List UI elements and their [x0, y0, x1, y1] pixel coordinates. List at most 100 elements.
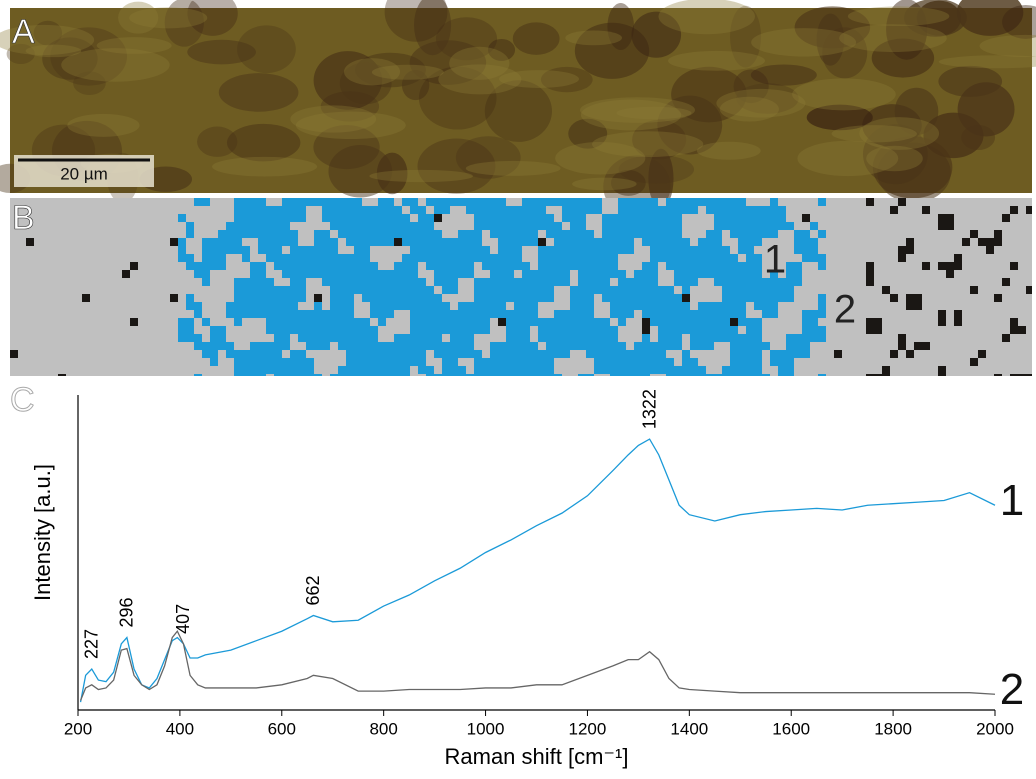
other-cell	[946, 262, 954, 270]
region-1-cell	[730, 278, 738, 286]
region-1-cell	[666, 214, 674, 222]
region-1-cell	[682, 302, 690, 310]
region-1-cell	[818, 302, 826, 310]
region-1-cell	[530, 350, 538, 358]
region-1-cell	[666, 222, 674, 230]
region-1-cell	[418, 342, 426, 350]
region-1-cell	[754, 278, 762, 286]
region-1-cell	[306, 198, 314, 206]
region-1-cell	[282, 326, 290, 334]
highlight	[61, 48, 170, 82]
region-1-cell	[298, 254, 306, 262]
region-1-cell	[738, 222, 746, 230]
region-1-cell	[274, 374, 282, 376]
region-1-cell	[586, 206, 594, 214]
region-1-cell	[202, 238, 210, 246]
panel-label: A	[12, 13, 35, 51]
region-1-cell	[362, 206, 370, 214]
region-1-cell	[522, 334, 530, 342]
region-1-cell	[650, 310, 658, 318]
region-1-cell	[354, 262, 362, 270]
region-1-cell	[402, 358, 410, 366]
region-1-cell	[578, 302, 586, 310]
region-1-cell	[482, 246, 490, 254]
region-1-cell	[706, 334, 714, 342]
region-1-cell	[818, 294, 826, 302]
region-1-cell	[778, 350, 786, 358]
region-1-cell	[634, 294, 642, 302]
region-1-cell	[746, 270, 754, 278]
region-1-cell	[410, 198, 418, 206]
region-1-cell	[258, 350, 266, 358]
region-1-cell	[410, 294, 418, 302]
other-cell	[970, 286, 978, 294]
x-tick-label: 400	[166, 719, 194, 738]
region-1-cell	[754, 318, 762, 326]
x-tick-label: 1400	[670, 719, 708, 738]
region-1-cell	[450, 270, 458, 278]
region-1-cell	[394, 294, 402, 302]
region-1-cell	[730, 222, 738, 230]
region-1-cell	[450, 238, 458, 246]
region-1-cell	[410, 334, 418, 342]
region-1-cell	[498, 222, 506, 230]
grain	[733, 69, 769, 104]
region-1-cell	[698, 326, 706, 334]
region-1-cell	[458, 342, 466, 350]
region-1-cell	[450, 278, 458, 286]
region-1-cell	[458, 262, 466, 270]
region-1-cell	[338, 302, 346, 310]
peak-label: 296	[117, 598, 137, 628]
region-1-cell	[786, 270, 794, 278]
region-1-cell	[466, 230, 474, 238]
region-1-cell	[242, 302, 250, 310]
other-cell	[986, 246, 994, 254]
region-1-cell	[634, 366, 642, 374]
region-1-cell	[186, 302, 194, 310]
region-1-cell	[410, 254, 418, 262]
region-1-cell	[674, 214, 682, 222]
region-1-cell	[562, 278, 570, 286]
region-1-cell	[786, 374, 794, 376]
region-1-cell	[730, 326, 738, 334]
region-1-cell	[426, 366, 434, 374]
region-1-cell	[298, 366, 306, 374]
region-1-cell	[522, 326, 530, 334]
region-1-cell	[762, 278, 770, 286]
other-cell	[58, 374, 66, 376]
region-1-cell	[386, 302, 394, 310]
region-1-cell	[378, 302, 386, 310]
region-1-cell	[346, 294, 354, 302]
region-1-cell	[226, 342, 234, 350]
region-1-cell	[322, 278, 330, 286]
y-axis-label: Intensity [a.u.]	[30, 464, 55, 601]
region-1-cell	[674, 230, 682, 238]
region-1-cell	[338, 262, 346, 270]
region-1-cell	[458, 374, 466, 376]
region-1-cell	[282, 238, 290, 246]
region-1-cell	[554, 270, 562, 278]
region-1-cell	[306, 366, 314, 374]
region-1-cell	[618, 222, 626, 230]
highlight	[847, 6, 950, 27]
grain	[414, 0, 452, 56]
region-1-cell	[282, 358, 290, 366]
region-1-cell	[594, 270, 602, 278]
region-1-cell	[314, 326, 322, 334]
region-1-cell	[514, 278, 522, 286]
region-1-cell	[762, 302, 770, 310]
region-1-cell	[522, 262, 530, 270]
grain	[648, 148, 674, 209]
region-1-cell	[410, 246, 418, 254]
highlight	[25, 44, 82, 58]
region-1-cell	[410, 278, 418, 286]
region-1-cell	[714, 310, 722, 318]
highlight	[839, 24, 947, 53]
region-1-cell	[490, 374, 498, 376]
other-cell	[642, 326, 650, 334]
other-cell	[122, 270, 130, 278]
region-1-cell	[258, 206, 266, 214]
region-1-cell	[650, 246, 658, 254]
region-1-cell	[650, 198, 658, 206]
